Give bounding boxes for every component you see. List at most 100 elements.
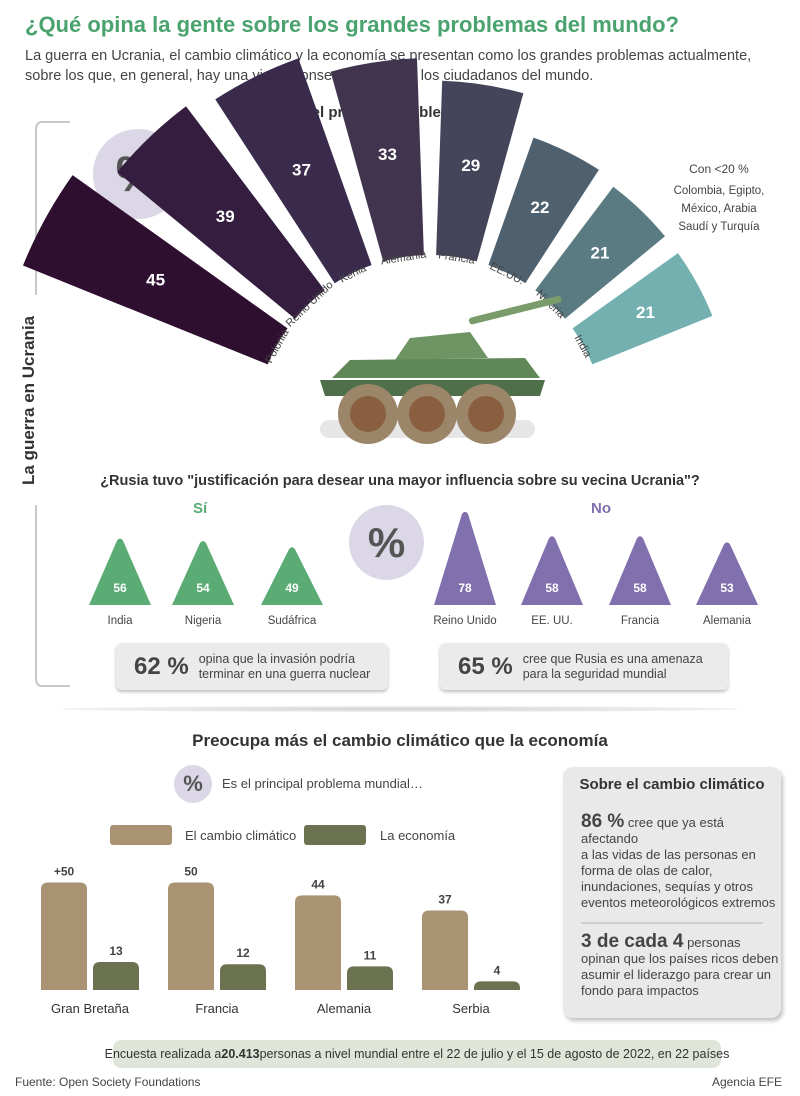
bar-economy bbox=[93, 962, 139, 990]
fan-category-label: Francia bbox=[437, 249, 476, 267]
nuclear-stat-text: opina que la invasión podría bbox=[198, 651, 356, 666]
legend-label-economy: La economía bbox=[380, 828, 456, 843]
climate-item2-value: 3 de cada 4 bbox=[581, 931, 684, 952]
bar-economy bbox=[347, 966, 393, 990]
climate-bar-chart: +50 13 Gran Bretaña 50 12 Francia 44 11 Alemania… bbox=[41, 865, 520, 1016]
bar-economy bbox=[220, 964, 266, 990]
triangle-category-label: Alemania bbox=[703, 615, 752, 627]
survey-note-count: 20.413 bbox=[221, 1047, 260, 1061]
climate-item1-line: forma de olas de calor, bbox=[581, 863, 713, 878]
nuclear-stat-value: 62 % bbox=[134, 652, 189, 680]
bar-climate bbox=[422, 910, 468, 990]
triangle-category-label: Sudáfrica bbox=[268, 615, 317, 627]
fan-value-label: 39 bbox=[216, 207, 235, 226]
triangle-mark bbox=[521, 536, 583, 605]
climate-item1-text: cree que ya está afectando bbox=[581, 815, 725, 846]
page-subtitle: La guerra en Ucrania, el cambio climátic… bbox=[25, 48, 752, 84]
fan-wedge bbox=[215, 58, 372, 284]
climate-item2-line: asumir el liderazgo para crear un bbox=[581, 967, 772, 982]
fan-value-label: 33 bbox=[378, 145, 397, 164]
fan-note-title: Con <20 % bbox=[689, 162, 749, 176]
divider bbox=[60, 706, 740, 712]
climate-item1-line: a las vidas de las personas en bbox=[581, 847, 756, 862]
chart3-title: Preocupa más el cambio climático que la … bbox=[192, 731, 608, 750]
triangle-mark bbox=[261, 547, 323, 605]
fan-wedge bbox=[572, 253, 713, 365]
triangle-mark bbox=[89, 538, 151, 605]
bar-value-label: 13 bbox=[109, 944, 123, 958]
climate-item2-line: fondo para impactos bbox=[581, 983, 699, 998]
fan-wedge bbox=[117, 106, 325, 319]
climate-item1-line: eventos meteorológicos extremos bbox=[581, 895, 776, 910]
triangle-category-label: Nigeria bbox=[185, 615, 222, 627]
section-bracket bbox=[35, 121, 70, 687]
fan-value-label: 37 bbox=[292, 160, 311, 179]
climate-item2-line: opinan que los países ricos deben bbox=[581, 951, 779, 966]
triangle-chart: 56 India 54 Nigeria 49 Sudáfrica 78 Reino Unido… bbox=[89, 511, 758, 627]
climate-box-title: Sobre el cambio climático bbox=[579, 776, 765, 793]
bar-value-label: 12 bbox=[236, 946, 250, 960]
fan-note-line: Colombia, Egipto, bbox=[673, 185, 765, 197]
bar-value-label: +50 bbox=[54, 865, 75, 879]
fan-value-label: 21 bbox=[636, 303, 655, 322]
bar-value-label: 11 bbox=[364, 948, 377, 962]
fan-value-label: 21 bbox=[591, 243, 610, 262]
fan-wedge bbox=[330, 58, 424, 262]
source-label: Fuente: Open Society Foundations bbox=[15, 1075, 201, 1089]
bar-climate bbox=[168, 882, 214, 990]
tank-icon bbox=[320, 295, 562, 444]
survey-note-prefix: Encuesta realizada a bbox=[104, 1047, 222, 1061]
triangle-category-label: Francia bbox=[621, 615, 660, 627]
nuclear-stat-box: 62 % opina que la invasión podría termin… bbox=[116, 643, 388, 690]
threat-stat-text: para la seguridad mundial bbox=[522, 666, 667, 681]
climate-item2-text: personas bbox=[683, 935, 741, 950]
fan-note-line: Saudí y Turquía bbox=[678, 221, 760, 233]
fan-note-line: México, Arabia bbox=[681, 203, 757, 215]
bar-economy bbox=[474, 981, 520, 990]
bar-climate bbox=[41, 882, 87, 990]
triangle-mark bbox=[696, 542, 758, 605]
bar-value-label: 4 bbox=[494, 963, 501, 977]
no-label: No bbox=[591, 500, 611, 517]
legend-label-climate: El cambio climático bbox=[185, 828, 297, 843]
chart3-subtitle: Es el principal problema mundial… bbox=[222, 776, 423, 791]
fan-wedge bbox=[436, 80, 524, 262]
bar-category-label: Francia bbox=[195, 1001, 239, 1016]
triangle-value-label: 78 bbox=[458, 581, 472, 595]
triangle-mark bbox=[434, 511, 496, 605]
survey-note: Encuesta realizada a 20.413 personas a n… bbox=[105, 1040, 729, 1068]
fan-wedge bbox=[488, 137, 599, 284]
threat-stat-text: cree que Rusia es una amenaza bbox=[522, 651, 703, 666]
triangle-category-label: EE. UU. bbox=[531, 615, 573, 627]
threat-stat-value: 65 % bbox=[458, 652, 513, 680]
legend-swatch-economy bbox=[304, 825, 366, 845]
bar-value-label: 37 bbox=[438, 892, 452, 906]
fan-wedge bbox=[23, 175, 288, 365]
triangle-mark bbox=[172, 541, 234, 605]
bar-value-label: 44 bbox=[311, 877, 325, 891]
bar-category-label: Serbia bbox=[452, 1001, 490, 1016]
climate-item1-value: 86 % bbox=[581, 811, 625, 832]
climate-info-box: Sobre el cambio climático 86 % cree que … bbox=[563, 767, 781, 1018]
chart2-title: ¿Rusia tuvo "justificación para desear u… bbox=[100, 473, 700, 489]
bar-category-label: Gran Bretaña bbox=[51, 1001, 130, 1016]
triangle-value-label: 53 bbox=[720, 581, 734, 595]
fan-value-label: 29 bbox=[461, 156, 480, 175]
percent-icon: % bbox=[174, 765, 212, 803]
agency-label: Agencia EFE bbox=[711, 1075, 782, 1089]
fan-value-label: 22 bbox=[531, 198, 550, 217]
page-title: ¿Qué opina la gente sobre los grandes pr… bbox=[25, 12, 679, 37]
threat-stat-box: 65 % cree que Rusia es una amenaza para … bbox=[440, 643, 728, 690]
climate-box-divider bbox=[581, 922, 763, 924]
legend-swatch-climate bbox=[110, 825, 172, 845]
triangle-category-label: Reino Unido bbox=[433, 615, 496, 627]
fan-value-label: 45 bbox=[146, 271, 165, 290]
bar-climate bbox=[295, 895, 341, 990]
nuclear-stat-text: terminar en una guerra nuclear bbox=[198, 666, 371, 681]
triangle-mark bbox=[609, 536, 671, 605]
triangle-value-label: 49 bbox=[285, 581, 299, 595]
percent-symbol: % bbox=[367, 518, 406, 566]
triangle-value-label: 56 bbox=[113, 581, 127, 595]
bar-category-label: Alemania bbox=[317, 1001, 372, 1016]
